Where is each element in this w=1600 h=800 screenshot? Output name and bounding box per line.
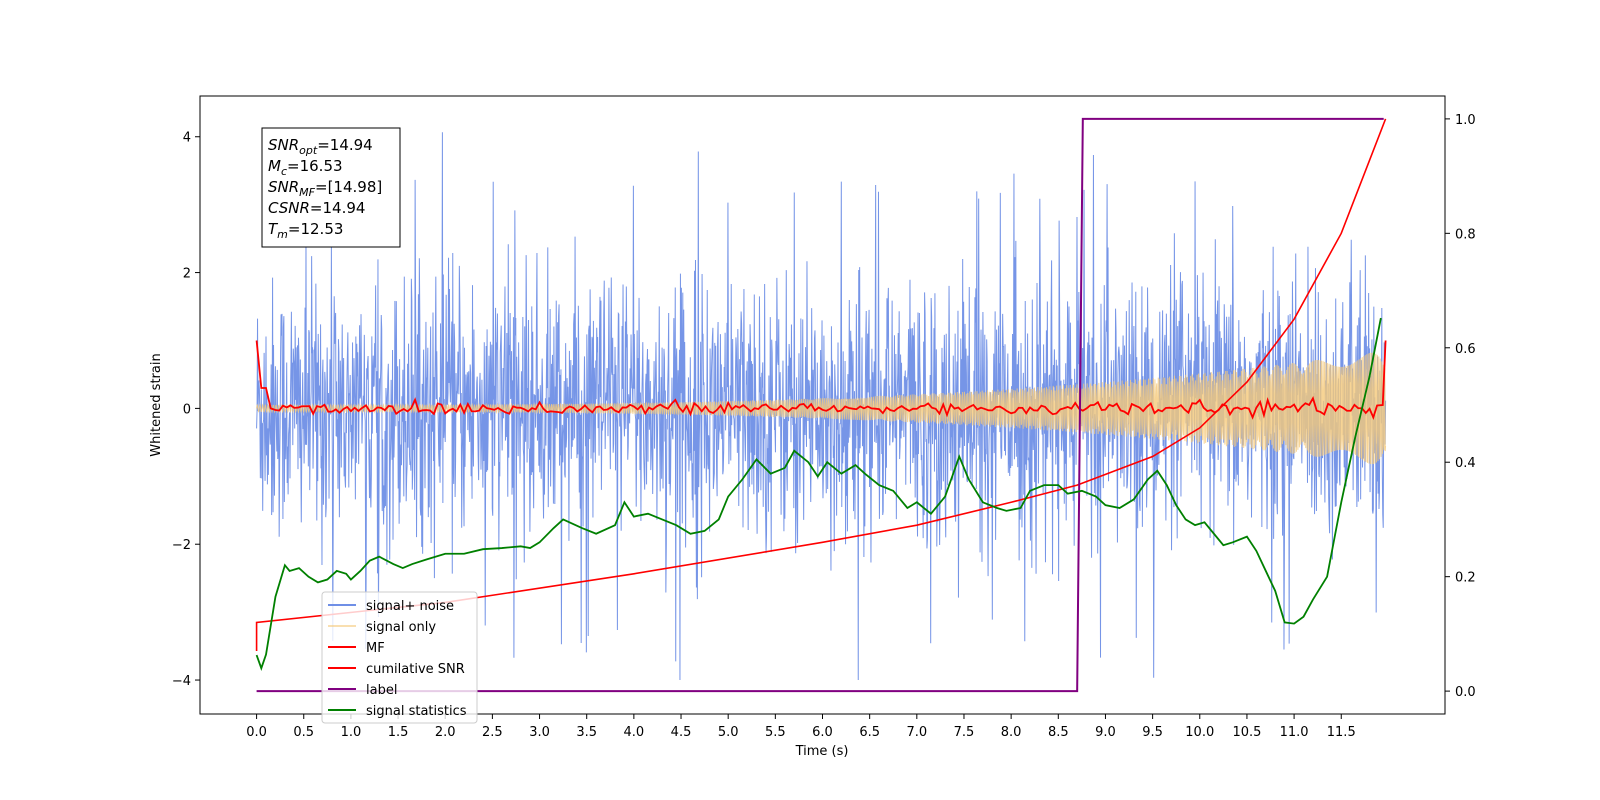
annotation-line: Mc=16.53 bbox=[268, 157, 343, 178]
x-tick-label: 2.0 bbox=[435, 725, 456, 740]
x-tick-label: 1.0 bbox=[341, 725, 362, 740]
x-tick-label: 9.5 bbox=[1142, 725, 1163, 740]
legend-entry: signal only bbox=[366, 620, 436, 635]
ticks-layer: 0.0 0.5 1.0 1.5 2.0 2.5 3.0 3.5 4.0 4.5 5.0 5.5 6.0 6… bbox=[172, 113, 1476, 740]
y-right-tick-label: 0.0 bbox=[1455, 685, 1476, 700]
annotation-frame bbox=[261, 127, 401, 248]
x-tick-label: 0.0 bbox=[246, 725, 267, 740]
series-mf bbox=[255, 340, 1387, 420]
x-tick-label: 6.0 bbox=[812, 725, 833, 740]
x-tick-label: 5.0 bbox=[718, 725, 739, 740]
legend-entry: signal statistics bbox=[366, 704, 467, 719]
annotation-line: Tm=12.53 bbox=[268, 220, 343, 241]
x-tick-label: 8.0 bbox=[1001, 725, 1022, 740]
x-tick-label: 3.0 bbox=[529, 725, 550, 740]
x-tick-label: 9.0 bbox=[1095, 725, 1116, 740]
x-tick-label: 8.5 bbox=[1048, 725, 1069, 740]
y-left-tick-label: −2 bbox=[172, 538, 191, 553]
y-right-tick-label: 0.6 bbox=[1455, 342, 1476, 357]
legend-entry: MF bbox=[366, 641, 385, 656]
legend: signal+ noise signal only MF cumilative SNR… bbox=[321, 591, 478, 724]
x-tick-label: 1.5 bbox=[388, 725, 409, 740]
x-tick-label: 2.5 bbox=[482, 725, 503, 740]
y-axis-label: Whitened strain bbox=[149, 353, 164, 456]
x-tick-label: 10.5 bbox=[1232, 725, 1261, 740]
series-label bbox=[256, 117, 1384, 693]
annotation-line: CSNR=14.94 bbox=[268, 199, 365, 217]
legend-entry: cumilative SNR bbox=[366, 662, 465, 677]
y-left-tick-label: −4 bbox=[172, 674, 191, 689]
x-tick-label: 11.5 bbox=[1327, 725, 1356, 740]
annotation-line: SNRMF=[14.98] bbox=[268, 178, 382, 199]
series-signal-statistics bbox=[255, 317, 1382, 671]
y-right-tick-label: 0.4 bbox=[1455, 456, 1476, 471]
legend-frame bbox=[321, 591, 478, 724]
x-tick-label: 4.0 bbox=[624, 725, 645, 740]
y-right-tick-label: 0.8 bbox=[1455, 227, 1476, 242]
y-right-tick-label: 0.2 bbox=[1455, 571, 1476, 586]
x-tick-label: 0.5 bbox=[293, 725, 314, 740]
x-tick-label: 7.0 bbox=[906, 725, 927, 740]
x-tick-label: 11.0 bbox=[1280, 725, 1309, 740]
annotation-line: SNRopt=14.94 bbox=[268, 136, 373, 157]
legend-entry: label bbox=[366, 683, 397, 698]
x-axis-label: Time (s) bbox=[795, 744, 849, 759]
x-tick-label: 4.5 bbox=[671, 725, 692, 740]
x-tick-label: 5.5 bbox=[765, 725, 786, 740]
annotation-box: SNRopt=14.94Mc=16.53SNRMF=[14.98]CSNR=14… bbox=[261, 127, 401, 248]
y-left-tick-label: 0 bbox=[183, 402, 191, 417]
y-left-tick-label: 2 bbox=[183, 267, 191, 282]
y-left-tick-label: 4 bbox=[183, 131, 191, 146]
legend-entry: signal+ noise bbox=[366, 599, 454, 614]
x-tick-label: 3.5 bbox=[576, 725, 597, 740]
x-tick-label: 10.0 bbox=[1185, 725, 1214, 740]
x-tick-label: 7.5 bbox=[954, 725, 975, 740]
x-tick-label: 6.5 bbox=[859, 725, 880, 740]
series-signal-noise bbox=[256, 132, 1387, 681]
y-right-tick-label: 1.0 bbox=[1455, 113, 1476, 128]
